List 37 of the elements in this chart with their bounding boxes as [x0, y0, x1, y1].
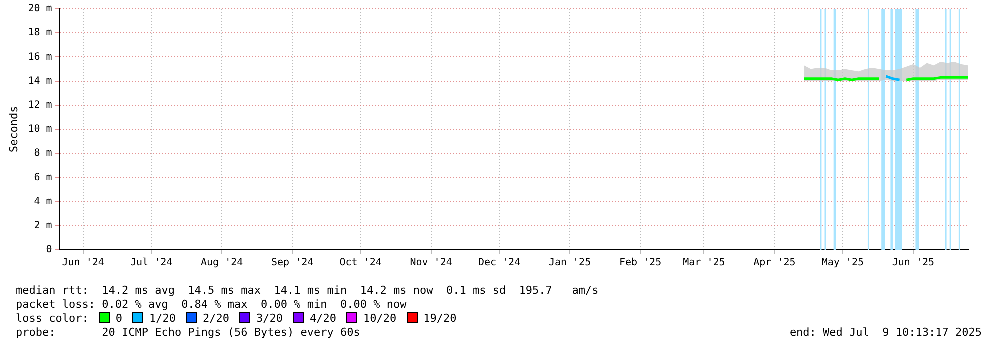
legend-title: loss color: [16, 312, 89, 325]
y-tick-label: 6 m [34, 172, 52, 184]
x-tick-label: Mar '25 [683, 258, 726, 269]
legend-label: 1/20 [149, 312, 176, 325]
legend-label: 10/20 [363, 312, 397, 325]
text: end: Wed Jul 9 10:13:17 2025 [790, 326, 982, 340]
x-tick-label: Jun '24 [62, 258, 104, 269]
text: median rtt: 14.2 ms avg 14.5 ms max 14.1 ms min 14.2 ms now 0.1 ms sd 195.7 am/s [16, 284, 600, 298]
y-tick-label: 14 m [28, 76, 52, 87]
y-tick-label: 12 m [28, 100, 52, 111]
y-tick-label: 8 m [34, 148, 52, 160]
legend-label: 4/20 [310, 312, 336, 325]
x-tick-label: May '25 [822, 258, 864, 269]
y-tick-label: 4 m [34, 196, 52, 208]
y-tick-label: 2 m [34, 220, 52, 232]
y-tick-label: 10 m [28, 124, 52, 136]
x-tick-label: Apr '25 [754, 258, 796, 269]
y-tick-label: 16 m [28, 52, 52, 63]
x-tick-label: Aug '24 [200, 258, 244, 269]
legend-label: 19/20 [424, 312, 457, 325]
y-tick-label: 18 m [28, 28, 52, 39]
text: probe: 20 ICMP Echo Pings (56 Bytes) every 60s [16, 326, 360, 339]
y-tick-label: 0 [46, 244, 52, 256]
x-tick-label: Nov '24 [410, 258, 452, 269]
x-tick-label: Jan '25 [548, 258, 592, 269]
text: packet loss: 0.02 % avg 0.84 % max 0.00 % min 0.00 % now [16, 298, 408, 312]
legend-label: 3/20 [256, 312, 283, 325]
legend-label: 2/20 [202, 312, 230, 325]
x-tick-label: Oct '24 [340, 258, 382, 269]
x-tick-label: Dec '24 [478, 258, 521, 269]
y-axis-title: Seconds [7, 106, 20, 153]
x-tick-label: Jul '24 [130, 258, 173, 269]
y-tick-label: 20 m [28, 4, 52, 15]
x-tick-label: Feb '25 [619, 258, 662, 269]
x-tick-label: Sep '24 [271, 258, 314, 269]
x-tick-label: Jun '25 [892, 258, 935, 269]
legend-label: 0 [116, 312, 122, 325]
